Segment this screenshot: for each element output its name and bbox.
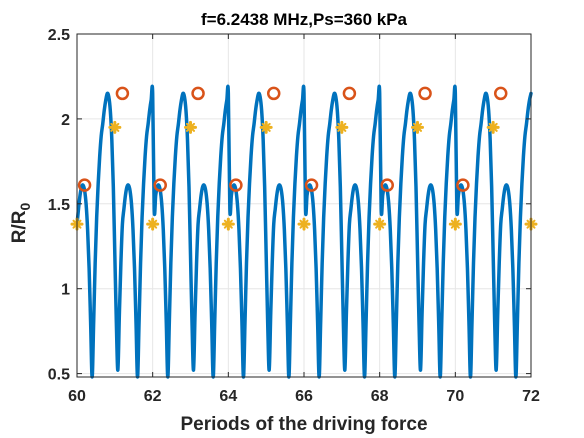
x-axis-title: Periods of the driving force bbox=[180, 414, 427, 435]
circle-marker bbox=[456, 178, 470, 192]
x-tick-label: 60 bbox=[68, 388, 86, 405]
star-marker bbox=[108, 120, 122, 134]
circle-marker bbox=[229, 178, 243, 192]
star-marker bbox=[146, 217, 160, 231]
circle-marker bbox=[266, 86, 281, 101]
circle-marker bbox=[153, 178, 167, 192]
x-axis-ticks: 60 62 64 66 68 70 72 bbox=[68, 34, 540, 405]
circle-marker bbox=[493, 86, 508, 101]
y-tick-label: 2.5 bbox=[48, 27, 70, 44]
y-axis-title-main: R/R bbox=[9, 210, 30, 243]
star-marker bbox=[297, 217, 311, 231]
y-axis-title-subscript: 0 bbox=[17, 203, 33, 211]
star-marker bbox=[259, 120, 273, 134]
x-tick-label: 72 bbox=[522, 388, 540, 405]
circle-marker bbox=[342, 86, 357, 101]
x-tick-label: 62 bbox=[144, 388, 162, 405]
star-marker bbox=[486, 120, 500, 134]
circle-marker bbox=[304, 178, 319, 192]
x-tick-label: 68 bbox=[371, 388, 389, 405]
star-marker bbox=[184, 120, 197, 134]
circle-marker bbox=[115, 86, 130, 101]
y-axis-ticks: 0.5 1 1.5 2 2.5 bbox=[48, 27, 531, 384]
y-axis-title: R/R0 bbox=[9, 203, 33, 244]
circle-markers bbox=[77, 86, 508, 192]
star-marker bbox=[221, 217, 235, 231]
y-tick-label: 2 bbox=[61, 112, 70, 129]
circle-marker bbox=[77, 178, 92, 192]
circle-marker bbox=[380, 178, 394, 192]
x-tick-label: 66 bbox=[295, 388, 313, 405]
y-tick-label: 0.5 bbox=[48, 367, 70, 384]
star-marker bbox=[448, 217, 462, 231]
series-line bbox=[75, 84, 533, 379]
circle-marker bbox=[191, 86, 205, 101]
star-marker bbox=[411, 120, 424, 134]
x-tick-label: 70 bbox=[446, 388, 464, 405]
chart-title: f=6.2438 MHz,Ps=360 kPa bbox=[201, 10, 408, 29]
y-tick-label: 1 bbox=[61, 282, 70, 299]
star-marker bbox=[373, 217, 387, 231]
circle-marker bbox=[418, 86, 432, 101]
star-marker bbox=[335, 120, 349, 134]
y-tick-label: 1.5 bbox=[48, 197, 70, 214]
x-tick-label: 64 bbox=[219, 388, 237, 405]
